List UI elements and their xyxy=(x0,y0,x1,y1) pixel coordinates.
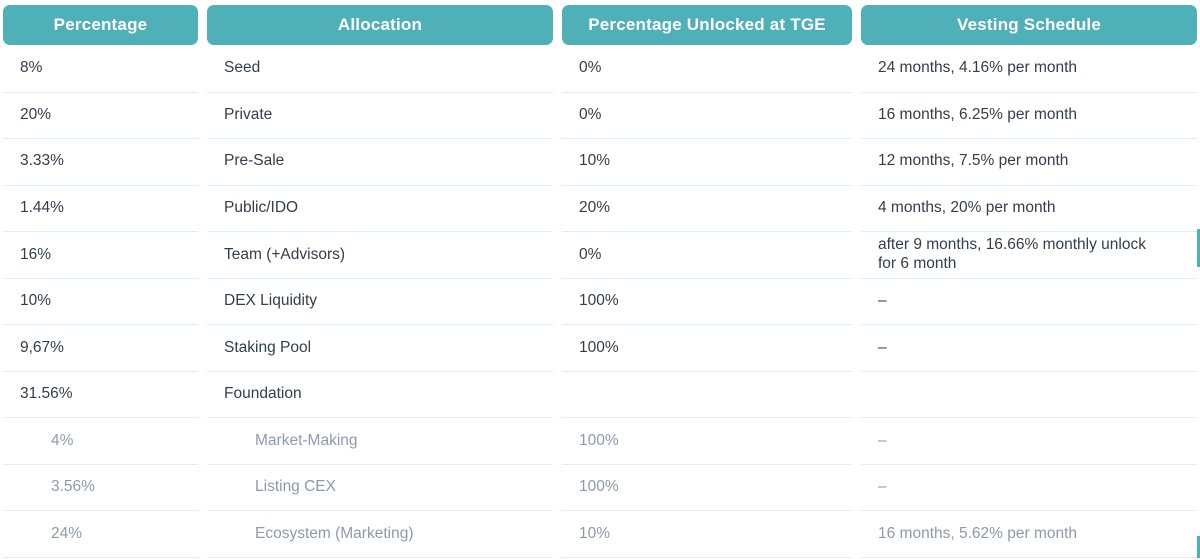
table-row: 9,67% Staking Pool 100% – xyxy=(3,325,1200,372)
allocation-cell: Market-Making xyxy=(207,418,553,465)
percentage-cell: 16% xyxy=(3,232,198,279)
column-header-vesting: Vesting Schedule xyxy=(861,5,1197,45)
allocation-cell: Foundation xyxy=(207,372,553,419)
allocation-cell: Ecosystem (Marketing) xyxy=(207,511,553,559)
table-row: 8% Seed 0% 24 months, 4.16% per month xyxy=(3,46,1200,93)
table-row: 10% DEX Liquidity 100% – xyxy=(3,279,1200,326)
vesting-cell: 4 months, 20% per month xyxy=(861,186,1197,233)
percentage-cell: 20% xyxy=(3,93,198,140)
tge-cell: 0% xyxy=(562,93,852,140)
table-header-row: Percentage Allocation Percentage Unlocke… xyxy=(3,0,1200,45)
table-row: 3.56% Listing CEX 100% – xyxy=(3,465,1200,512)
percentage-cell: 3.33% xyxy=(3,139,198,186)
allocation-cell: Seed xyxy=(207,46,553,93)
vesting-cell: 16 months, 5.62% per month xyxy=(861,511,1197,559)
right-edge-accent xyxy=(1197,229,1200,267)
vesting-cell: 12 months, 7.5% per month xyxy=(861,139,1197,186)
allocation-cell: DEX Liquidity xyxy=(207,279,553,326)
percentage-cell: 31.56% xyxy=(3,372,198,419)
tge-cell: 10% xyxy=(562,139,852,186)
allocation-cell: Public/IDO xyxy=(207,186,553,233)
column-header-unlocked-tge: Percentage Unlocked at TGE xyxy=(562,5,852,45)
vesting-cell xyxy=(861,372,1197,419)
right-edge-accent xyxy=(1197,536,1200,558)
tge-cell: 0% xyxy=(562,46,852,93)
table-row: 31.56% Foundation xyxy=(3,372,1200,419)
vesting-cell: – xyxy=(861,279,1197,326)
tge-cell: 100% xyxy=(562,279,852,326)
allocation-cell: Team (+Advisors) xyxy=(207,232,553,279)
column-header-allocation: Allocation xyxy=(207,5,553,45)
vesting-cell: – xyxy=(861,418,1197,465)
tge-cell: 100% xyxy=(562,465,852,512)
table-body: 8% Seed 0% 24 months, 4.16% per month 20… xyxy=(0,46,1200,559)
tge-cell: 100% xyxy=(562,325,852,372)
allocation-cell: Listing CEX xyxy=(207,465,553,512)
percentage-cell: 24% xyxy=(3,511,198,559)
tge-cell: 100% xyxy=(562,418,852,465)
vesting-cell: 24 months, 4.16% per month xyxy=(861,46,1197,93)
table-row: 24% Ecosystem (Marketing) 10% 16 months,… xyxy=(3,511,1200,559)
tge-cell xyxy=(562,372,852,419)
percentage-cell: 9,67% xyxy=(3,325,198,372)
percentage-cell: 3.56% xyxy=(3,465,198,512)
table-row: 4% Market-Making 100% – xyxy=(3,418,1200,465)
table-row: 16% Team (+Advisors) 0% after 9 months, … xyxy=(3,232,1200,279)
table-row: 20% Private 0% 16 months, 6.25% per mont… xyxy=(3,93,1200,140)
vesting-cell: – xyxy=(861,325,1197,372)
vesting-cell: after 9 months, 16.66% monthly unlock fo… xyxy=(861,232,1197,279)
vesting-cell: – xyxy=(861,465,1197,512)
allocation-cell: Pre-Sale xyxy=(207,139,553,186)
column-header-percentage: Percentage xyxy=(3,5,198,45)
tge-cell: 20% xyxy=(562,186,852,233)
vesting-cell: 16 months, 6.25% per month xyxy=(861,93,1197,140)
tge-cell: 0% xyxy=(562,232,852,279)
percentage-cell: 10% xyxy=(3,279,198,326)
percentage-cell: 8% xyxy=(3,46,198,93)
percentage-cell: 1.44% xyxy=(3,186,198,233)
table-row: 1.44% Public/IDO 20% 4 months, 20% per m… xyxy=(3,186,1200,233)
table-row: 3.33% Pre-Sale 10% 12 months, 7.5% per m… xyxy=(3,139,1200,186)
tge-cell: 10% xyxy=(562,511,852,559)
percentage-cell: 4% xyxy=(3,418,198,465)
allocation-cell: Staking Pool xyxy=(207,325,553,372)
allocation-cell: Private xyxy=(207,93,553,140)
